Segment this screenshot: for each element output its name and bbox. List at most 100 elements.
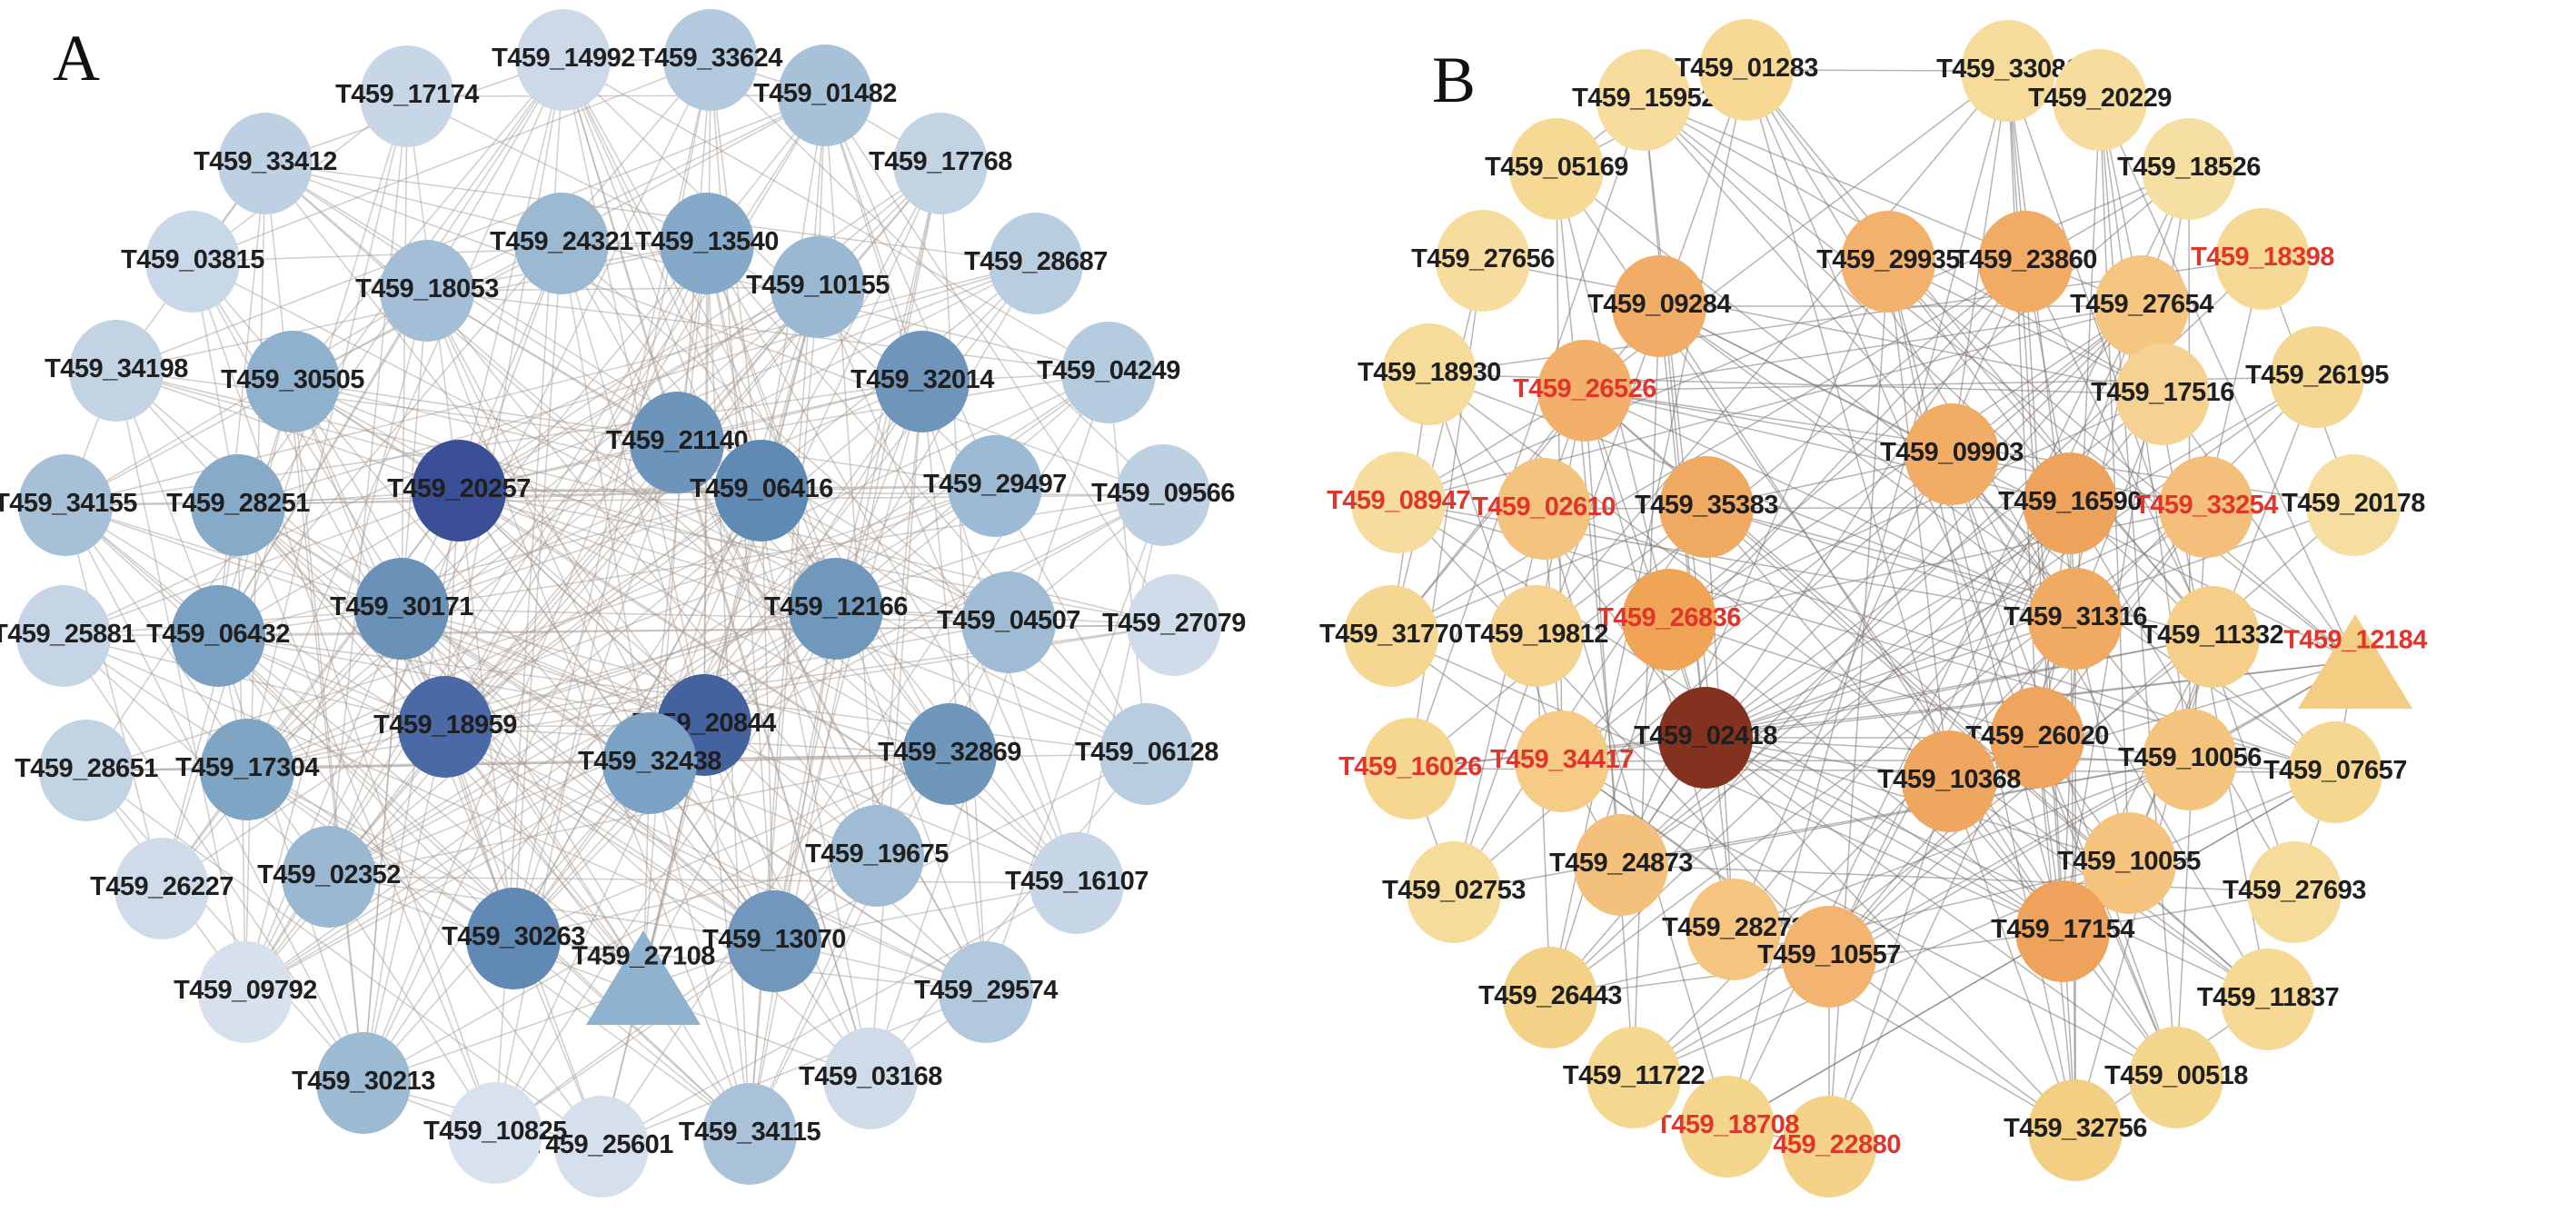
network-node-T459_17304[interactable]: T459_17304 xyxy=(175,719,319,820)
circle-node-shape[interactable] xyxy=(1782,1096,1876,1197)
network-node-T459_15952[interactable]: T459_15952 xyxy=(1572,49,1716,151)
network-node-T459_11837[interactable]: T459_11837 xyxy=(2197,949,2340,1050)
network-node-T459_33254[interactable]: T459_33254 xyxy=(2134,456,2278,558)
circle-node-shape[interactable] xyxy=(380,240,474,342)
network-node-T459_01283[interactable]: T459_01283 xyxy=(1675,19,1818,121)
network-node-T459_04507[interactable]: T459_04507 xyxy=(937,571,1080,673)
network-node-T459_02352[interactable]: T459_02352 xyxy=(257,826,401,928)
network-node-T459_09566[interactable]: T459_09566 xyxy=(1091,444,1235,546)
circle-node-shape[interactable] xyxy=(16,585,111,687)
circle-node-shape[interactable] xyxy=(875,331,970,432)
network-node-T459_23860[interactable]: T459_23860 xyxy=(1954,211,2097,313)
circle-node-shape[interactable] xyxy=(1596,49,1691,151)
circle-node-shape[interactable] xyxy=(360,45,454,147)
network-node-T459_10825[interactable]: T459_10825 xyxy=(423,1082,567,1184)
circle-node-shape[interactable] xyxy=(1782,906,1876,1008)
network-node-T459_18053[interactable]: T459_18053 xyxy=(355,240,499,342)
network-node-T459_30263[interactable]: T459_30263 xyxy=(442,888,585,989)
network-node-T459_01482[interactable]: T459_01482 xyxy=(753,45,897,146)
circle-node-shape[interactable] xyxy=(198,941,293,1043)
network-node-T459_10056[interactable]: T459_10056 xyxy=(2118,709,2262,810)
circle-node-shape[interactable] xyxy=(69,320,164,422)
network-node-T459_29574[interactable]: T459_29574 xyxy=(914,941,1058,1043)
circle-node-shape[interactable] xyxy=(989,213,1083,314)
circle-node-shape[interactable] xyxy=(602,712,697,814)
circle-node-shape[interactable] xyxy=(660,193,754,294)
circle-node-shape[interactable] xyxy=(2028,1079,2123,1181)
network-node-T459_24321[interactable]: T459_24321 xyxy=(490,193,633,294)
circle-node-shape[interactable] xyxy=(630,392,724,493)
circle-node-shape[interactable] xyxy=(702,1083,797,1185)
network-node-T459_32756[interactable]: T459_32756 xyxy=(2004,1079,2147,1181)
network-node-T459_34417[interactable]: T459_34417 xyxy=(1490,710,1634,812)
network-node-T459_30213[interactable]: T459_30213 xyxy=(292,1032,435,1134)
network-node-T459_10557[interactable]: T459_10557 xyxy=(1757,906,1901,1008)
circle-node-shape[interactable] xyxy=(466,888,561,989)
network-node-T459_19675[interactable]: T459_19675 xyxy=(805,805,949,907)
network-node-T459_05169[interactable]: T459_05169 xyxy=(1485,118,1628,220)
circle-node-shape[interactable] xyxy=(2221,949,2315,1050)
network-node-T459_09903[interactable]: T459_09903 xyxy=(1880,403,2024,505)
circle-node-shape[interactable] xyxy=(893,113,988,214)
network-node-T459_20178[interactable]: T459_20178 xyxy=(2282,454,2425,556)
circle-node-shape[interactable] xyxy=(245,331,340,432)
network-node-T459_13540[interactable]: T459_13540 xyxy=(635,193,779,294)
network-node-T459_18930[interactable]: T459_18930 xyxy=(1358,323,1501,425)
network-node-T459_29497[interactable]: T459_29497 xyxy=(923,435,1067,537)
circle-node-shape[interactable] xyxy=(18,454,113,556)
network-node-T459_06416[interactable]: T459_06416 xyxy=(690,440,833,541)
network-node-T459_20257[interactable]: T459_20257 xyxy=(387,440,531,541)
circle-node-shape[interactable] xyxy=(939,941,1033,1043)
circle-node-shape[interactable] xyxy=(1658,687,1753,789)
circle-node-shape[interactable] xyxy=(1515,710,1609,812)
network-node-T459_03168[interactable]: T459_03168 xyxy=(799,1028,942,1129)
network-node-T459_32014[interactable]: T459_32014 xyxy=(850,331,994,432)
network-node-T459_26195[interactable]: T459_26195 xyxy=(2245,326,2389,428)
network-node-T459_10155[interactable]: T459_10155 xyxy=(746,236,890,338)
network-node-T459_34198[interactable]: T459_34198 xyxy=(45,320,188,422)
network-node-T459_34155[interactable]: T459_34155 xyxy=(0,454,137,556)
network-node-T459_02418[interactable]: T459_02418 xyxy=(1634,687,1777,789)
circle-node-shape[interactable] xyxy=(1509,118,1604,220)
circle-node-shape[interactable] xyxy=(2053,49,2147,151)
network-node-T459_12166[interactable]: T459_12166 xyxy=(764,558,908,660)
network-node-T459_17768[interactable]: T459_17768 xyxy=(869,113,1012,214)
circle-node-shape[interactable] xyxy=(1574,814,1668,916)
network-node-T459_18526[interactable]: T459_18526 xyxy=(2117,118,2261,220)
circle-node-shape[interactable] xyxy=(1686,879,1781,980)
network-node-T459_04249[interactable]: T459_04249 xyxy=(1037,322,1180,423)
network-node-T459_21140[interactable]: T459_21140 xyxy=(606,392,749,493)
network-node-T459_34115[interactable]: T459_34115 xyxy=(679,1083,821,1185)
circle-node-shape[interactable] xyxy=(1622,569,1716,671)
circle-node-shape[interactable] xyxy=(2247,841,2342,943)
network-node-T459_33412[interactable]: T459_33412 xyxy=(194,113,337,214)
circle-node-shape[interactable] xyxy=(516,9,611,111)
circle-node-shape[interactable] xyxy=(282,826,376,928)
circle-node-shape[interactable] xyxy=(1116,444,1210,546)
circle-node-shape[interactable] xyxy=(1659,456,1754,558)
circle-node-shape[interactable] xyxy=(2159,456,2253,558)
circle-node-shape[interactable] xyxy=(1586,1027,1681,1128)
circle-node-shape[interactable] xyxy=(727,890,821,992)
circle-node-shape[interactable] xyxy=(2215,208,2310,310)
network-node-T459_26836[interactable]: T459_26836 xyxy=(1597,569,1741,671)
network-node-T459_28651[interactable]: T459_28651 xyxy=(15,720,158,821)
network-node-T459_07657[interactable]: T459_07657 xyxy=(2263,721,2407,823)
network-node-T459_06432[interactable]: T459_06432 xyxy=(146,585,290,687)
network-node-T459_08947[interactable]: T459_08947 xyxy=(1327,452,1470,553)
network-node-T459_27654[interactable]: T459_27654 xyxy=(2070,255,2213,357)
network-node-T459_27079[interactable]: T459_27079 xyxy=(1102,574,1246,676)
network-node-T459_00518[interactable]: T459_00518 xyxy=(2104,1027,2248,1128)
network-node-T459_06128[interactable]: T459_06128 xyxy=(1075,703,1218,805)
network-node-T459_02610[interactable]: T459_02610 xyxy=(1472,458,1616,560)
network-node-T459_25601[interactable]: T459_25601 xyxy=(530,1096,673,1197)
network-node-T459_22880[interactable]: T459_22880 xyxy=(1757,1096,1901,1197)
network-node-T459_26443[interactable]: T459_26443 xyxy=(1478,947,1622,1048)
network-node-T459_32869[interactable]: T459_32869 xyxy=(878,703,1021,805)
network-node-T459_16107[interactable]: T459_16107 xyxy=(1005,832,1149,934)
circle-node-shape[interactable] xyxy=(1503,947,1597,1048)
network-node-T459_11332[interactable]: T459_11332 xyxy=(2142,586,2284,688)
network-node-T459_19812[interactable]: T459_19812 xyxy=(1465,585,1608,687)
circle-node-shape[interactable] xyxy=(145,211,240,313)
network-node-T459_27693[interactable]: T459_27693 xyxy=(2223,841,2366,943)
